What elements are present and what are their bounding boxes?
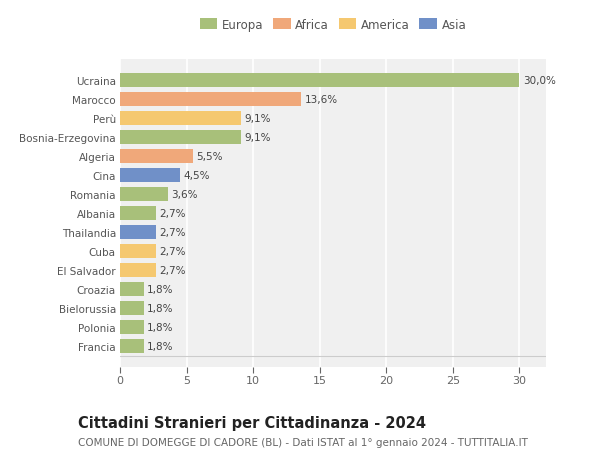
- Text: 4,5%: 4,5%: [183, 170, 210, 180]
- Bar: [120, 93, 301, 106]
- Text: 9,1%: 9,1%: [244, 133, 271, 142]
- Text: 1,8%: 1,8%: [147, 303, 174, 313]
- Text: Cittadini Stranieri per Cittadinanza - 2024: Cittadini Stranieri per Cittadinanza - 2…: [78, 415, 426, 431]
- Bar: [120, 150, 193, 163]
- Bar: [120, 245, 156, 258]
- Bar: [120, 207, 156, 220]
- Bar: [120, 263, 156, 277]
- Bar: [120, 73, 520, 87]
- Bar: [120, 225, 156, 239]
- Bar: [120, 188, 168, 202]
- Bar: [120, 340, 144, 353]
- Bar: [120, 283, 144, 296]
- Bar: [120, 168, 180, 182]
- Text: 2,7%: 2,7%: [159, 265, 186, 275]
- Text: 3,6%: 3,6%: [171, 190, 198, 199]
- Text: 1,8%: 1,8%: [147, 341, 174, 352]
- Text: 30,0%: 30,0%: [523, 75, 556, 85]
- Text: 5,5%: 5,5%: [197, 151, 223, 162]
- Bar: [120, 112, 241, 125]
- Text: 2,7%: 2,7%: [159, 228, 186, 237]
- Bar: [120, 131, 241, 144]
- Bar: [120, 320, 144, 334]
- Text: 2,7%: 2,7%: [159, 246, 186, 257]
- Text: 1,8%: 1,8%: [147, 322, 174, 332]
- Text: 9,1%: 9,1%: [244, 113, 271, 123]
- Text: 13,6%: 13,6%: [304, 95, 338, 105]
- Text: COMUNE DI DOMEGGE DI CADORE (BL) - Dati ISTAT al 1° gennaio 2024 - TUTTITALIA.IT: COMUNE DI DOMEGGE DI CADORE (BL) - Dati …: [78, 437, 528, 447]
- Text: 2,7%: 2,7%: [159, 208, 186, 218]
- Legend: Europa, Africa, America, Asia: Europa, Africa, America, Asia: [197, 17, 469, 34]
- Text: 1,8%: 1,8%: [147, 285, 174, 294]
- Bar: [120, 302, 144, 315]
